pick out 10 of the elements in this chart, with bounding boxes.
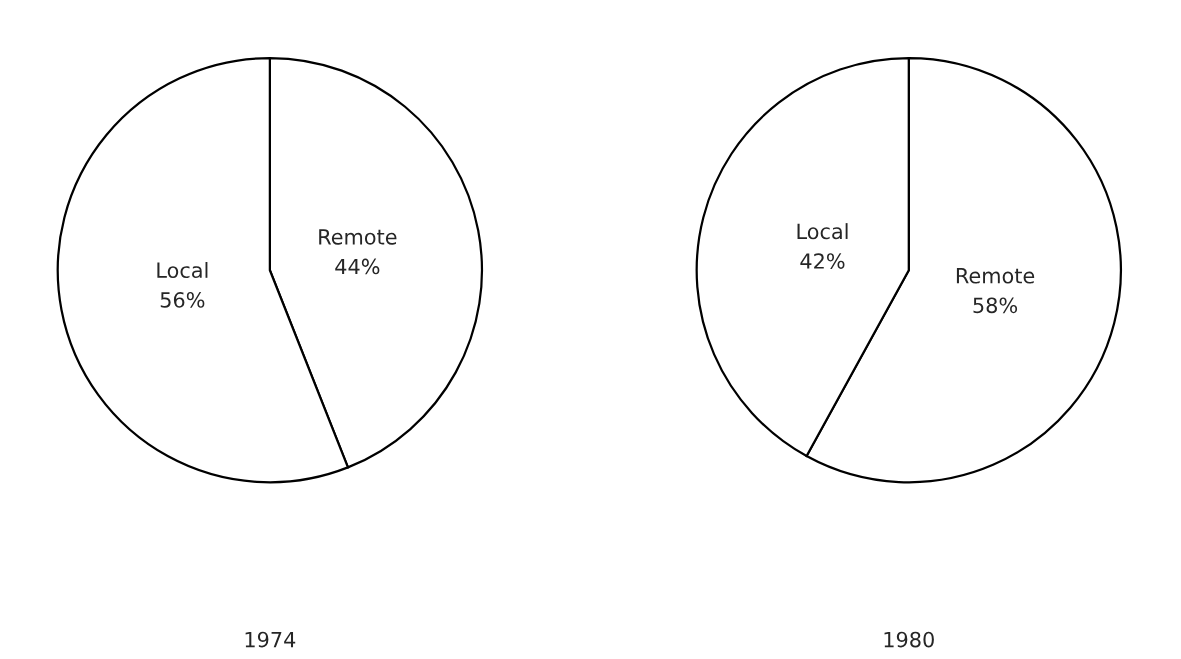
text: 1980 xyxy=(884,631,934,648)
slice-label: Remote xyxy=(956,268,1035,284)
data-label: 42% xyxy=(800,253,845,269)
text: 1974 xyxy=(245,631,296,648)
slice-label: Remote xyxy=(319,229,397,245)
data-label: 58% xyxy=(973,297,1018,314)
data-label: 56% xyxy=(160,292,205,308)
slice-label: Local xyxy=(797,223,848,240)
slice-label: Local xyxy=(157,261,208,279)
data-label: 44% xyxy=(335,258,380,275)
